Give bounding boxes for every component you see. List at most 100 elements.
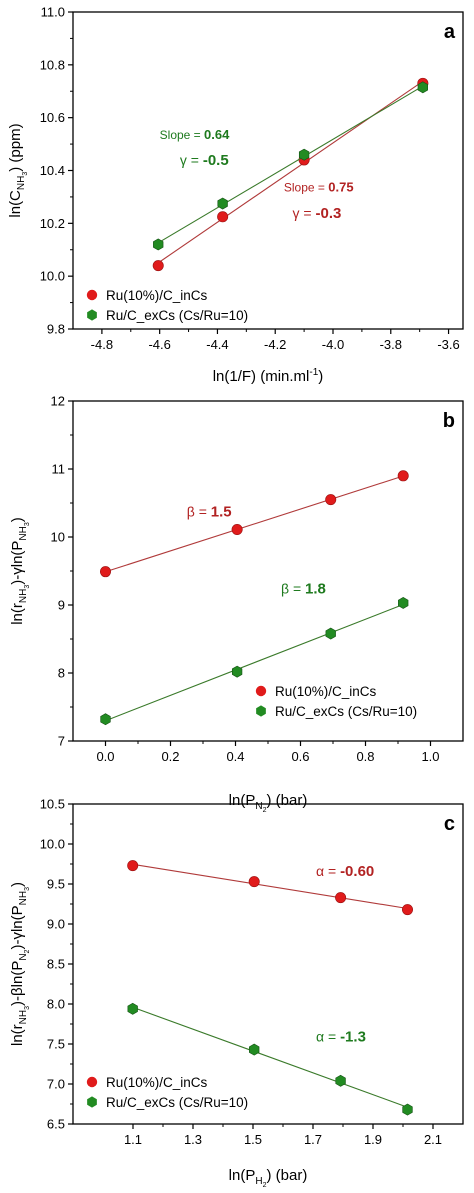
legend-entry: Ru(10%)/C_inCs [275, 684, 377, 699]
legend-entry: Ru(10%)/C_inCs [106, 288, 208, 303]
data-point-series-1 [127, 1002, 138, 1015]
x-tick-label: 1.7 [304, 1132, 322, 1147]
y-tick-label: 7.0 [47, 1077, 65, 1092]
x-tick-label: -4.2 [264, 337, 286, 352]
y-tick-label: 10.2 [40, 216, 65, 231]
x-tick-label: 0.8 [356, 749, 374, 764]
y-tick-label: 12 [51, 394, 65, 409]
annotation-label: γ = -0.3 [293, 205, 342, 222]
data-point-series-1 [249, 1043, 260, 1056]
annotation-label: α = -1.3 [316, 1029, 366, 1046]
y-tick-label: 9.0 [47, 917, 65, 932]
data-point-series-0 [325, 494, 337, 506]
y-tick-label: 7.5 [47, 1037, 65, 1052]
x-tick-label: -4.8 [91, 337, 113, 352]
x-tick-label: 0.6 [291, 749, 309, 764]
data-point-series-0 [231, 524, 243, 536]
data-point-series-1 [417, 81, 428, 94]
y-tick-label: 11 [52, 462, 66, 477]
data-point-series-1 [100, 713, 111, 726]
y-tick-label: 10.8 [40, 57, 65, 72]
annotation-label: α = -0.60 [316, 863, 374, 880]
chart-panel-c: 1.1 1.3 1.5 1.7 1.9 2.1 6.5 7.0 7.5 8.0 8.5 9.0 9.5 1… [9, 797, 464, 1189]
legend-marker [256, 705, 266, 717]
x-tick-label: -3.8 [380, 337, 402, 352]
legend-entry: Ru/C_exCs (Cs/Ru=10) [106, 308, 248, 323]
panel-letter: b [443, 410, 455, 432]
fit-line-series-0 [157, 80, 424, 264]
data-point-series-1 [335, 1074, 346, 1087]
x-tick-label: 0.2 [161, 749, 179, 764]
chart-panel-b: 0.0 0.2 0.4 0.6 0.8 1.0 7 8 9 10 11 12 b β = 1.5 β = 1… [9, 394, 464, 814]
y-axis-label: ln(CNH3) (ppm) [7, 123, 29, 217]
annotation-label: β = 1.5 [187, 504, 232, 521]
data-point-series-1 [153, 238, 164, 251]
data-point-series-1 [298, 148, 310, 161]
x-tick-label: 1.9 [364, 1132, 382, 1147]
legend-marker [87, 1096, 97, 1108]
legend-entry: Ru/C_exCs (Cs/Ru=10) [106, 1095, 248, 1110]
x-tick-label: 2.1 [424, 1132, 442, 1147]
x-tick-label: -4.4 [206, 337, 228, 352]
legend-marker [86, 289, 98, 301]
y-tick-label: 8.0 [47, 997, 65, 1012]
y-tick-label: 9.5 [47, 877, 65, 892]
data-point-series-0 [100, 566, 112, 578]
legend-marker [255, 685, 267, 697]
y-tick-label: 10.6 [40, 110, 65, 125]
panel-letter: a [444, 21, 456, 43]
y-tick-label: 10.0 [40, 269, 65, 284]
data-point-series-0 [401, 904, 413, 916]
y-tick-label: 7 [58, 734, 65, 749]
data-point-series-0 [248, 876, 260, 888]
x-tick-label: 1.3 [184, 1132, 202, 1147]
x-tick-label: 0.4 [226, 749, 244, 764]
legend-marker [86, 1076, 98, 1088]
fit-line-series-0 [132, 863, 408, 910]
y-tick-label: 9 [58, 598, 65, 613]
annotation-label: γ = -0.5 [180, 152, 229, 169]
y-axis-label: ln(rNH3)-βln(PN2)-γln(PNH3) [9, 882, 31, 1046]
fit-line-series-0 [105, 475, 404, 573]
data-point-series-0 [397, 470, 409, 482]
x-axis-label: ln(PN2) (bar) [229, 792, 308, 814]
y-tick-label: 10.0 [40, 837, 65, 852]
x-tick-label: 0.0 [96, 749, 114, 764]
data-point-series-1 [325, 627, 336, 640]
legend-marker [87, 309, 97, 321]
x-tick-label: -3.6 [437, 337, 459, 352]
y-tick-label: 9.8 [47, 322, 65, 337]
x-tick-label: -4.0 [322, 337, 344, 352]
y-tick-label: 10 [51, 530, 65, 545]
y-tick-label: 10.5 [40, 797, 65, 812]
annotation-label: Slope = 0.75 [284, 180, 354, 195]
data-point-series-0 [152, 260, 164, 272]
annotation-label: Slope = 0.64 [160, 127, 230, 142]
legend-entry: Ru/C_exCs (Cs/Ru=10) [275, 704, 417, 719]
x-tick-label: -4.6 [148, 337, 170, 352]
data-point-series-0 [335, 892, 347, 904]
chart-panel-a: -4.8 -4.6 -4.4 -4.2 -4.0 -3.8 -3.6 9.8 10.0 10.2 1… [7, 5, 464, 385]
data-point-series-1 [402, 1103, 413, 1116]
x-tick-label: 1.0 [421, 749, 439, 764]
fit-line-series-1 [132, 1006, 408, 1108]
y-tick-label: 6.5 [47, 1117, 65, 1132]
data-point-series-1 [217, 197, 228, 210]
x-tick-label: 1.5 [244, 1132, 262, 1147]
data-point-series-0 [127, 860, 139, 872]
panel-letter: c [444, 813, 455, 835]
y-axis-label: ln(rNH3)-γln(PNH3) [9, 517, 31, 625]
annotation-label: β = 1.8 [281, 580, 326, 597]
plot-frame [72, 11, 464, 330]
y-tick-label: 11.0 [41, 5, 65, 20]
plot-frame [72, 400, 464, 742]
fit-line-series-1 [157, 85, 424, 244]
y-tick-label: 8 [58, 666, 65, 681]
y-tick-label: 8.5 [47, 957, 65, 972]
data-point-series-1 [231, 665, 243, 678]
fit-line-series-1 [105, 604, 404, 722]
x-tick-label: 1.1 [124, 1132, 142, 1147]
data-point-series-0 [217, 211, 229, 223]
data-point-series-1 [398, 597, 409, 609]
